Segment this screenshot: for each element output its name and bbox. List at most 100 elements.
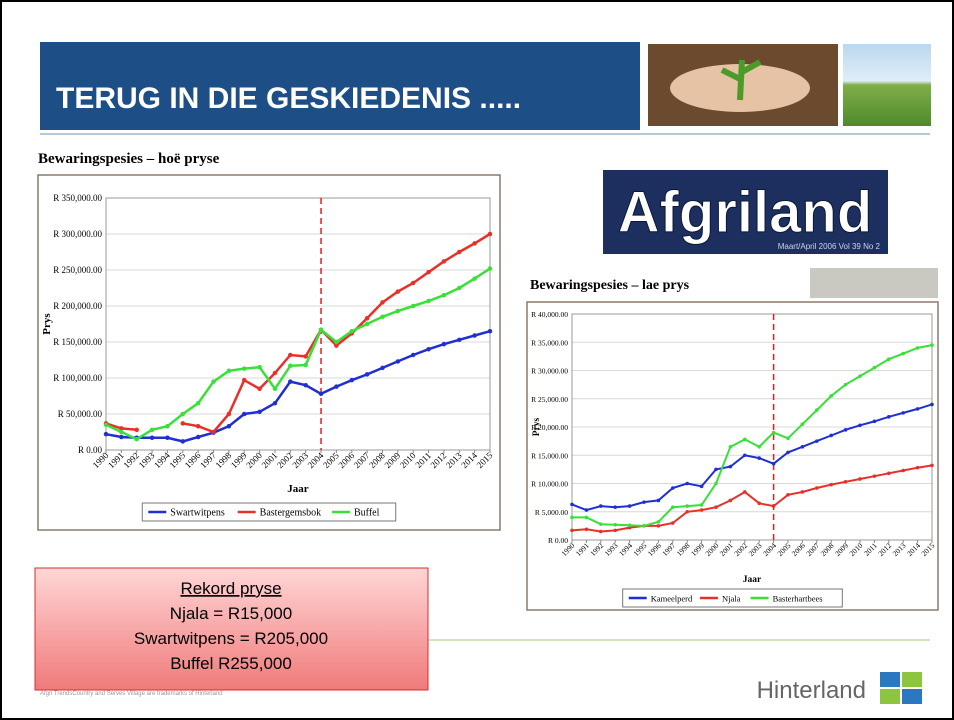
- legend-label: Bastergemsbok: [260, 508, 321, 519]
- point: [656, 524, 661, 528]
- record-box: [34, 567, 429, 691]
- point: [714, 467, 718, 472]
- point: [699, 484, 704, 489]
- point: [671, 486, 675, 490]
- y-tick-label: R 30,000.00: [531, 367, 568, 376]
- point: [134, 436, 139, 442]
- y-tick-label: R 25,000.00: [531, 395, 568, 404]
- point: [786, 493, 790, 497]
- point: [685, 481, 689, 486]
- point: [457, 337, 462, 343]
- y-tick-label: R 20,000.00: [531, 423, 568, 432]
- point: [395, 359, 401, 364]
- point: [671, 521, 675, 525]
- brand-square: [902, 689, 922, 704]
- seedling: [720, 59, 762, 101]
- point: [257, 409, 262, 415]
- point: [584, 508, 589, 512]
- point: [843, 480, 848, 484]
- brand-square: [880, 689, 900, 704]
- point: [226, 368, 232, 374]
- y-tick-label: R 40,000.00: [531, 310, 568, 319]
- point: [901, 411, 905, 415]
- point: [195, 400, 201, 406]
- point: [195, 434, 201, 440]
- point: [487, 328, 493, 334]
- point: [134, 427, 139, 433]
- point: [685, 509, 689, 514]
- point: [771, 461, 776, 466]
- point: [410, 280, 416, 286]
- point: [627, 504, 632, 508]
- plot-border: [571, 313, 933, 541]
- point: [472, 333, 477, 338]
- point: [570, 528, 574, 533]
- point: [843, 382, 848, 387]
- brand: Hinterland: [757, 677, 866, 704]
- y-axis-label: Prys: [41, 313, 53, 335]
- point: [714, 505, 718, 510]
- point: [584, 515, 589, 520]
- point: [627, 523, 632, 528]
- y-tick-label: R 350,000.00: [53, 193, 102, 203]
- point: [410, 303, 416, 309]
- point: [149, 435, 155, 441]
- point: [272, 370, 278, 376]
- point: [165, 423, 170, 429]
- point: [288, 363, 293, 369]
- point: [457, 249, 462, 255]
- point: [457, 285, 462, 291]
- point: [472, 241, 477, 246]
- point: [757, 456, 761, 460]
- point: [226, 411, 232, 417]
- record-lines: Rekord pryse Njala = R15,000 Swartwitpens …: [134, 579, 328, 673]
- point: [303, 382, 308, 388]
- point: [303, 354, 308, 359]
- point: [349, 377, 355, 383]
- series-line: [105, 329, 491, 443]
- point: [272, 400, 278, 406]
- point: [915, 407, 920, 411]
- y-tick-label: R 150,000.00: [53, 337, 102, 347]
- point: [613, 522, 617, 527]
- point: [858, 374, 862, 378]
- point: [786, 450, 790, 455]
- legend-label: Njala: [722, 594, 741, 604]
- point: [599, 522, 603, 526]
- point: [180, 421, 186, 426]
- x-axis-label: Jaar: [287, 483, 309, 495]
- point: [613, 505, 617, 510]
- point: [195, 423, 201, 429]
- point: [800, 422, 805, 426]
- point: [119, 434, 124, 440]
- point: [829, 394, 833, 398]
- slide-title: TERUG IN DIE GESKIEDENIS .....: [56, 82, 521, 115]
- point: [599, 529, 603, 534]
- point: [858, 423, 862, 428]
- point: [930, 463, 934, 468]
- point: [487, 266, 493, 271]
- point: [685, 504, 689, 508]
- point: [771, 504, 776, 508]
- point: [757, 501, 761, 506]
- y-tick-label: R 50,000.00: [58, 409, 103, 419]
- point: [180, 439, 186, 444]
- point: [570, 515, 574, 520]
- point: [211, 429, 216, 435]
- point: [743, 490, 747, 494]
- point: [887, 471, 891, 476]
- point: [815, 408, 819, 412]
- point: [786, 436, 790, 441]
- chart-frame: [37, 174, 501, 531]
- point: [656, 520, 661, 524]
- point: [318, 327, 324, 333]
- y-tick-label: R 250,000.00: [53, 265, 102, 275]
- point: [901, 468, 905, 473]
- point: [815, 486, 819, 490]
- point: [241, 366, 247, 371]
- record-line: Njala = R15,000: [170, 604, 292, 623]
- point: [728, 464, 733, 469]
- point: [800, 444, 805, 449]
- point: [815, 439, 819, 443]
- point: [380, 365, 385, 371]
